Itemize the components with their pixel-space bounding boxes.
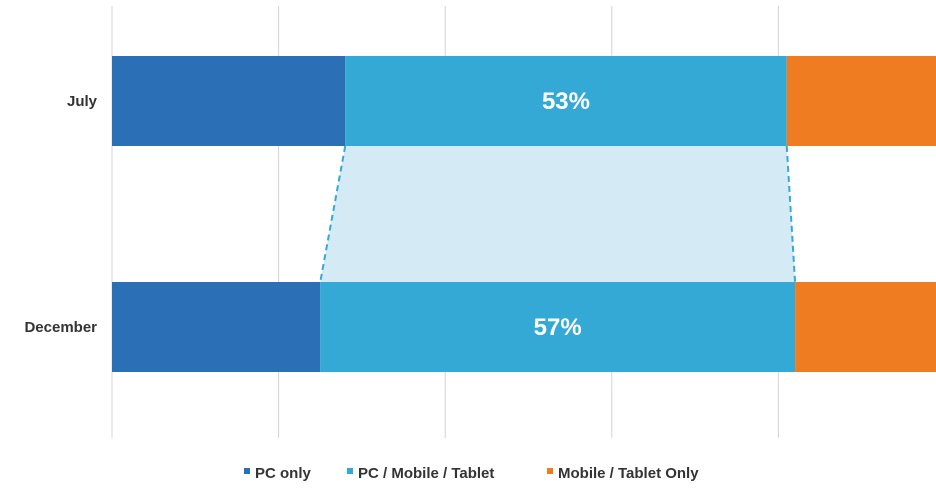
legend-label: PC / Mobile / Tablet xyxy=(358,465,494,482)
bar-july-pc-only xyxy=(112,56,346,146)
legend-label: PC only xyxy=(255,465,311,482)
category-labels: July December xyxy=(24,93,97,336)
data-label: 53% xyxy=(542,88,590,115)
connector-line-left xyxy=(319,145,347,283)
category-label: July xyxy=(67,93,98,110)
legend-swatch xyxy=(547,468,553,474)
bars: 53% 57% xyxy=(112,56,936,372)
legend-swatch xyxy=(347,468,353,474)
connector-line-right xyxy=(785,145,797,283)
data-label: 57% xyxy=(534,314,582,341)
bar-july-pc-mobile-tablet xyxy=(345,56,787,146)
legend-label: Mobile / Tablet Only xyxy=(558,465,699,482)
bar-july-mobile-tablet-only xyxy=(786,56,936,146)
bar-december-pc-only xyxy=(112,282,321,372)
bar-december-pc-mobile-tablet xyxy=(320,282,796,372)
legend-swatch xyxy=(244,468,250,474)
legend: PC only PC / Mobile / Tablet Mobile / Tabl… xyxy=(244,465,699,482)
connector-area xyxy=(320,146,796,282)
bar-december-mobile-tablet-only xyxy=(795,282,936,372)
category-label: December xyxy=(24,319,97,336)
growth-connector xyxy=(319,145,797,283)
